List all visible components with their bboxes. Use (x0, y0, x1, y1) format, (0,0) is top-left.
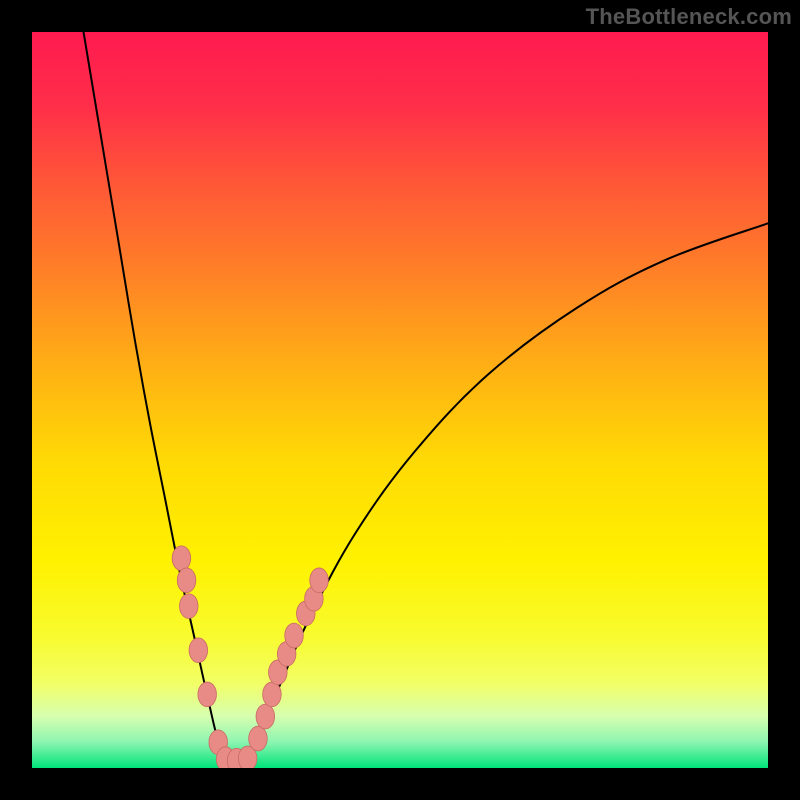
data-marker (177, 568, 196, 593)
data-marker (310, 568, 329, 593)
gradient-background (32, 32, 768, 768)
data-marker (263, 682, 282, 707)
data-marker (189, 638, 208, 663)
chart-container: TheBottleneck.com (0, 0, 800, 800)
data-marker (172, 546, 191, 571)
data-marker (198, 682, 217, 707)
watermark-text: TheBottleneck.com (586, 4, 792, 30)
plot-area (32, 32, 768, 768)
data-marker (285, 623, 304, 648)
data-marker (180, 594, 199, 619)
chart-svg (32, 32, 768, 768)
data-marker (256, 704, 275, 729)
data-marker (249, 726, 268, 751)
